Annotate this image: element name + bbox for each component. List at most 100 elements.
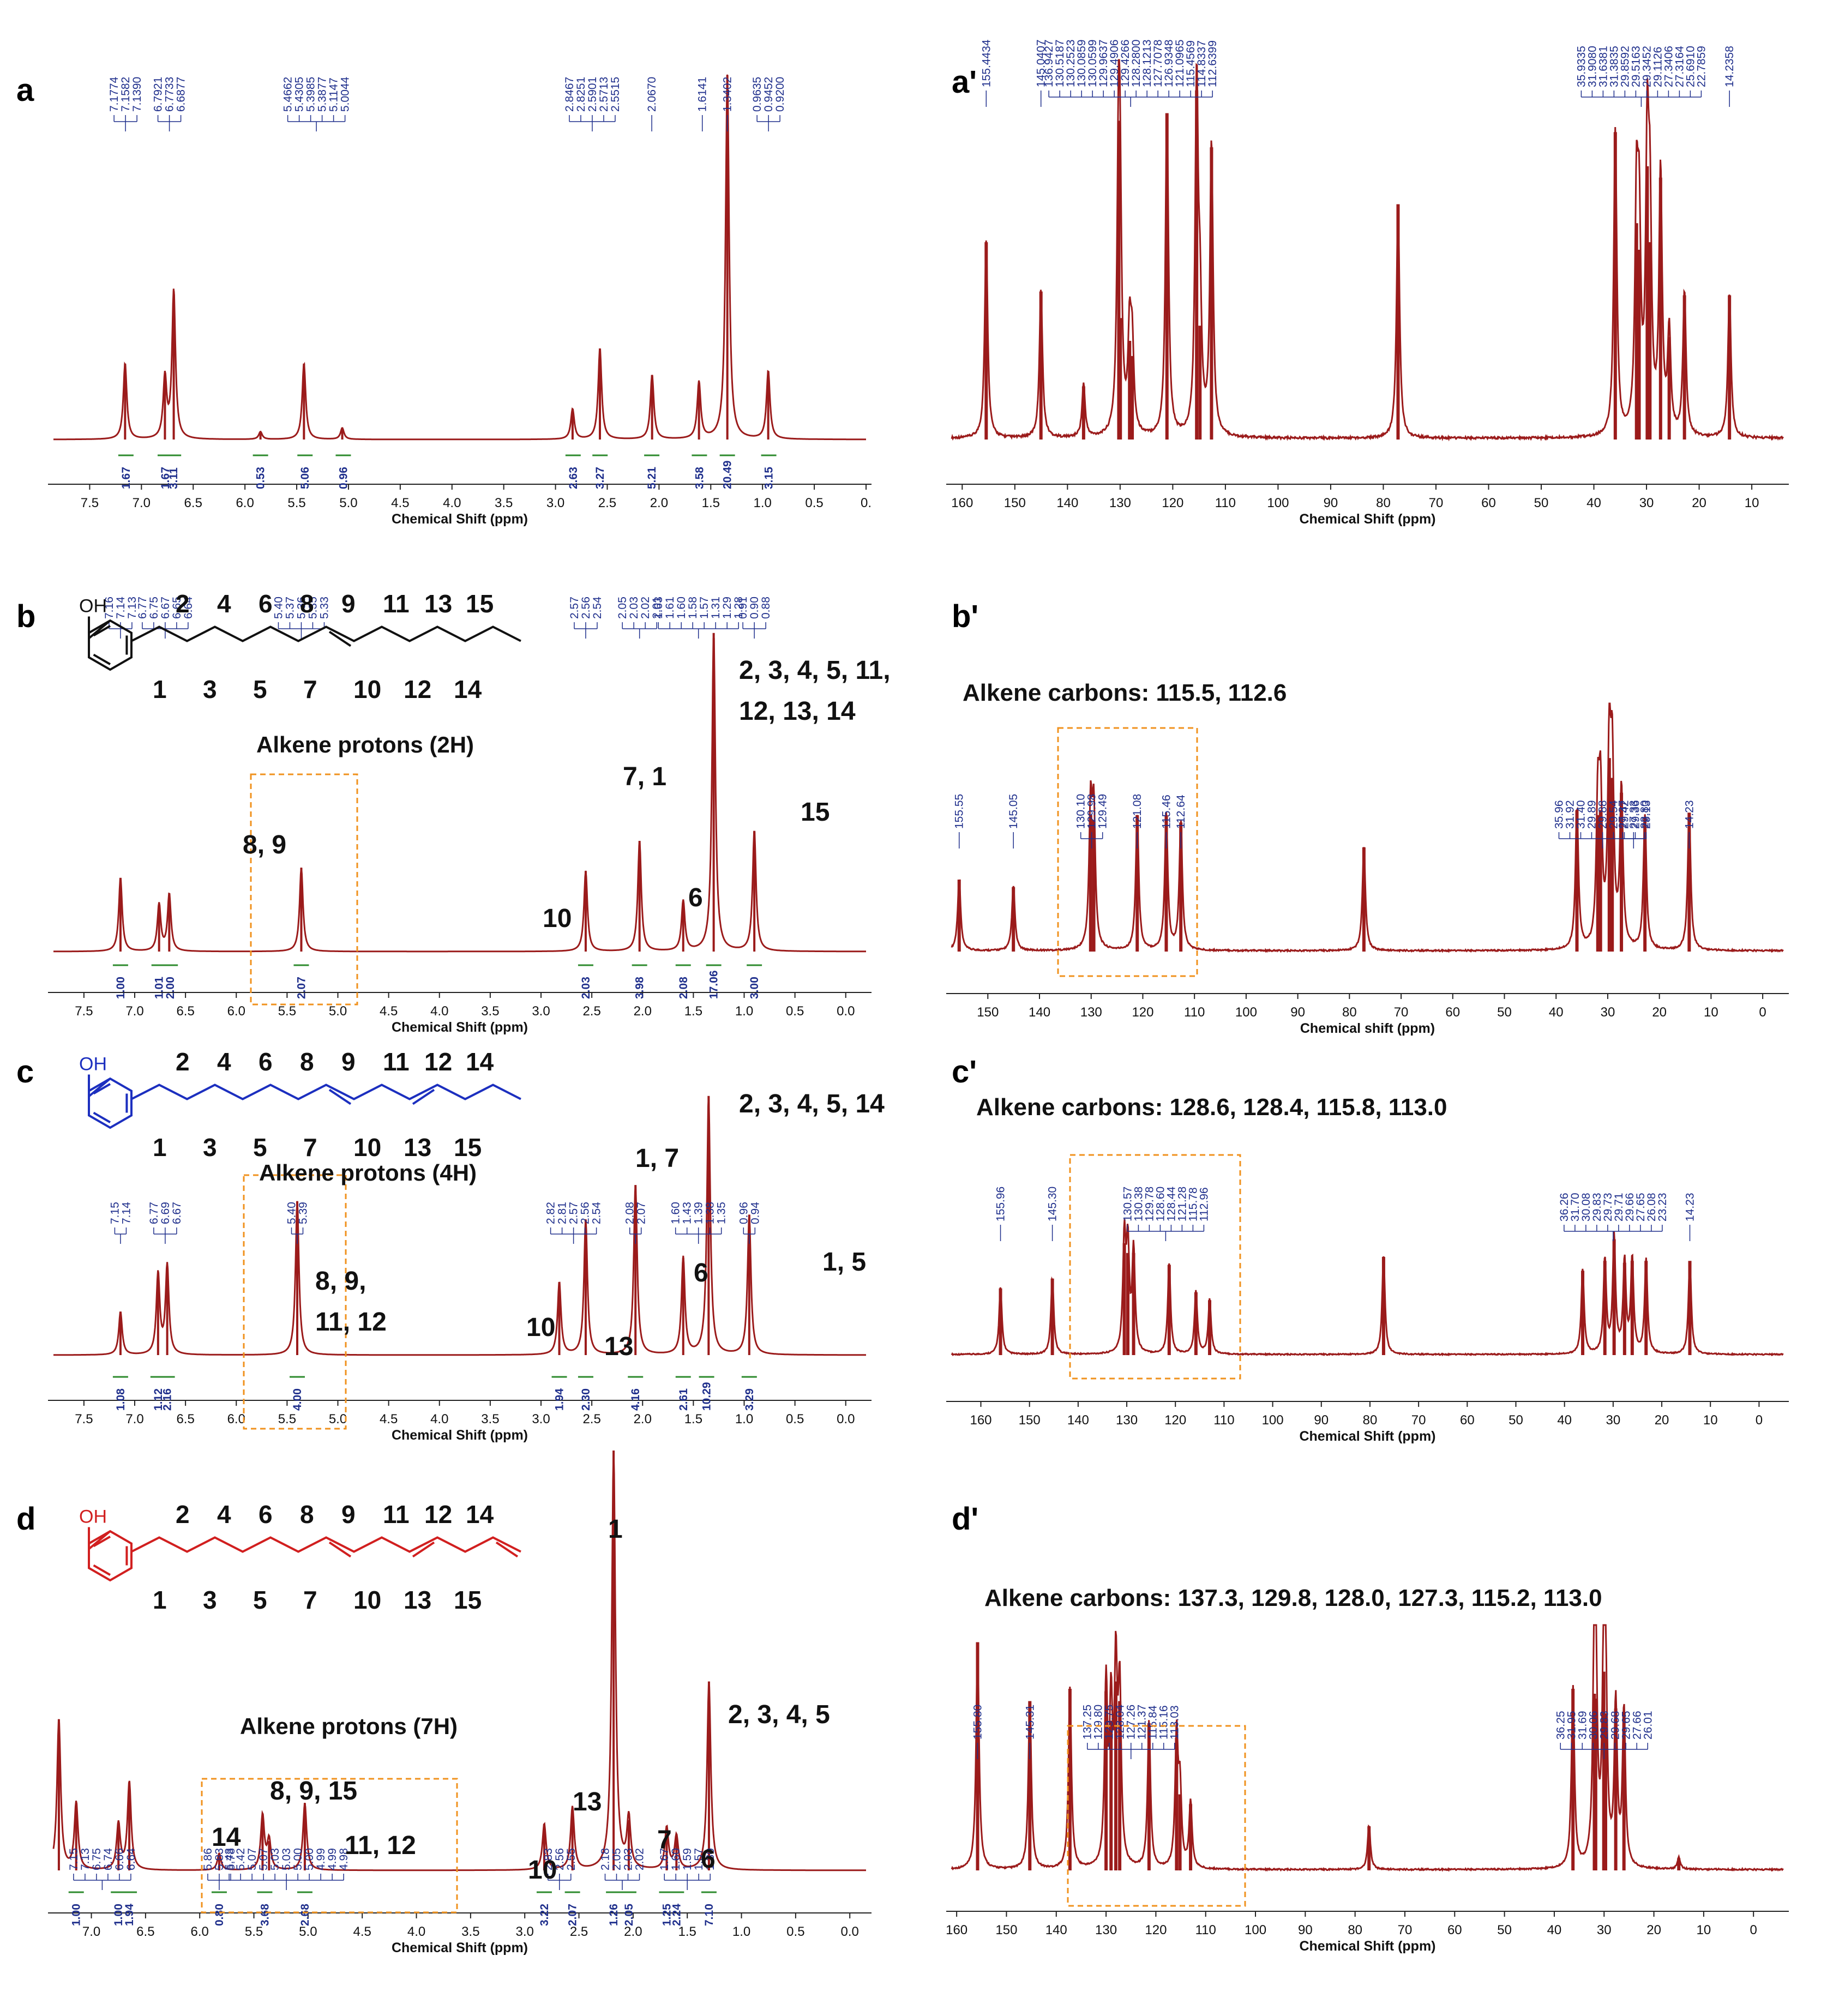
integral-value: 2.68 xyxy=(299,1904,311,1926)
integral-value: 20.49 xyxy=(722,460,734,489)
x-tick-label: 150 xyxy=(977,1005,999,1020)
peak-label: 6.7733 xyxy=(164,77,176,112)
alkyl-chain xyxy=(131,625,521,642)
peak-label: 29.1126 xyxy=(1651,47,1664,87)
x-tick-label: 3.0 xyxy=(532,1004,550,1019)
peak-label: 29.89 xyxy=(1585,800,1598,829)
x-tick-label: 5.0 xyxy=(339,496,357,510)
peak-label: 6.6877 xyxy=(175,77,188,112)
x-tick-label: 6.5 xyxy=(136,1924,154,1939)
peak-label: 129.4906 xyxy=(1108,39,1121,87)
ring-double-bond xyxy=(93,1536,111,1548)
peak-label: 29.3452 xyxy=(1640,46,1653,87)
hydroxyl-label: OH xyxy=(79,596,107,617)
x-tick-label: 4.5 xyxy=(391,496,409,510)
x-tick-label: 3.5 xyxy=(461,1924,479,1939)
peak-label: 5.03 xyxy=(280,1848,293,1870)
ring-bond xyxy=(88,1530,111,1550)
peak-label: 0.94 xyxy=(749,1202,761,1224)
integral-value: 1.00 xyxy=(115,977,127,999)
alkene-highlight-box-c xyxy=(243,1174,347,1430)
peak-label: 127.7078 xyxy=(1152,39,1164,87)
integral-value: 2.08 xyxy=(677,977,690,999)
peak-label: 0.9635 xyxy=(751,77,764,112)
x-tick-label: 4.5 xyxy=(353,1924,371,1939)
integral-value: 1.94 xyxy=(123,1904,136,1926)
x-tick-label: 70 xyxy=(1394,1005,1409,1020)
integral-value: 2.61 xyxy=(677,1388,690,1411)
x-tick-label: 7.0 xyxy=(133,496,151,510)
x-tick-label: 3.0 xyxy=(516,1924,534,1939)
carbon-number: 13 xyxy=(424,589,452,618)
x-tick-label: 140 xyxy=(1045,1923,1067,1937)
integral-value: 0.96 xyxy=(337,467,350,489)
x-tick-label: 110 xyxy=(1184,1005,1205,1020)
peak-label: 2.83 xyxy=(542,1848,555,1870)
spectrum-trace xyxy=(53,74,866,441)
peak-label: 113.03 xyxy=(1169,1705,1181,1740)
carbon-number: 6 xyxy=(259,1048,273,1076)
assignment-label: 11, 12 xyxy=(345,1831,416,1860)
x-tick-label: 10 xyxy=(1704,1005,1718,1020)
peak-label: 0.88 xyxy=(760,597,772,619)
x-tick-label: 140 xyxy=(1029,1005,1050,1020)
peak-label: 26.08 xyxy=(1645,1193,1658,1221)
x-tick-label: 0.0 xyxy=(837,1412,855,1427)
x-tick-label: 2.0 xyxy=(624,1924,642,1939)
x-tick-label: 1.0 xyxy=(735,1004,753,1019)
peak-label: 7.1390 xyxy=(131,77,143,112)
peak-label: 121.28 xyxy=(1176,1187,1188,1221)
panel-letter: a' xyxy=(952,64,977,100)
assignment-label: 2, 3, 4, 5 xyxy=(728,1700,830,1729)
x-tick-label: 10 xyxy=(1703,1413,1718,1428)
x-tick-label: 4.0 xyxy=(430,1412,448,1427)
peak-label: 5.33 xyxy=(318,597,330,619)
x-tick-label: 7.5 xyxy=(75,1412,93,1427)
peak-label: 130.0599 xyxy=(1086,39,1099,87)
peak-label: 29.65 xyxy=(1620,1711,1632,1740)
assignment-label: 10 xyxy=(526,1313,555,1342)
peak-label: 2.05 xyxy=(616,597,629,619)
peak-label: 29.13 xyxy=(1640,800,1652,829)
integral-value: 1.01 xyxy=(153,977,166,999)
x-tick-label: 5.0 xyxy=(329,1412,347,1427)
integral-value: 7.10 xyxy=(703,1904,716,1926)
chain-double-bond xyxy=(328,1088,352,1105)
assignment-label: 8, 9 xyxy=(243,831,286,859)
peak-label: 130.2523 xyxy=(1065,39,1077,87)
peak-label: 31.3835 xyxy=(1608,46,1620,87)
assignment-label: 8, 9, 15 xyxy=(270,1777,357,1806)
panel-letter: d' xyxy=(952,1501,978,1537)
peak-label: 29.66 xyxy=(1624,1193,1636,1221)
alkyl-chain xyxy=(131,1536,521,1553)
x-tick-label: 5.5 xyxy=(287,496,305,510)
x-tick-label: 60 xyxy=(1481,496,1496,510)
peak-label: 137.25 xyxy=(1081,1705,1094,1740)
x-tick-label: 130 xyxy=(1080,1005,1102,1020)
assignment-label: 8, 9, xyxy=(315,1267,366,1296)
peak-label: 5.78 xyxy=(225,1848,237,1870)
peak-label: 29.88 xyxy=(1596,800,1609,829)
integral-value: 17.06 xyxy=(708,970,720,999)
peak-label: 29.5163 xyxy=(1630,46,1642,87)
peak-label: 2.5901 xyxy=(586,77,599,112)
peak-label: 128.44 xyxy=(1165,1186,1177,1221)
peak-label: 27.65 xyxy=(1634,1193,1647,1221)
x-tick-label: 0.0 xyxy=(837,1004,855,1019)
peak-label: 115.78 xyxy=(1187,1187,1199,1221)
carbon-number: 8 xyxy=(300,1500,314,1528)
peak-label: 30.06 xyxy=(1587,1711,1600,1740)
chain-double-bond xyxy=(328,1541,352,1558)
peak-label: 5.37 xyxy=(284,597,296,619)
peak-label: 5.39 xyxy=(297,1202,310,1224)
carbon-number: 13 xyxy=(404,1586,431,1614)
structure-d xyxy=(88,1527,521,1582)
peak-label: 0.9200 xyxy=(774,77,786,112)
carbon-number: 11 xyxy=(383,1500,410,1528)
x-tick-label: 120 xyxy=(1164,1413,1186,1428)
x-tick-label: 1.5 xyxy=(684,1004,702,1019)
ring-double-bond xyxy=(93,625,111,637)
x-tick-label: 80 xyxy=(1348,1923,1362,1937)
peak-label: 155.55 xyxy=(953,794,966,829)
